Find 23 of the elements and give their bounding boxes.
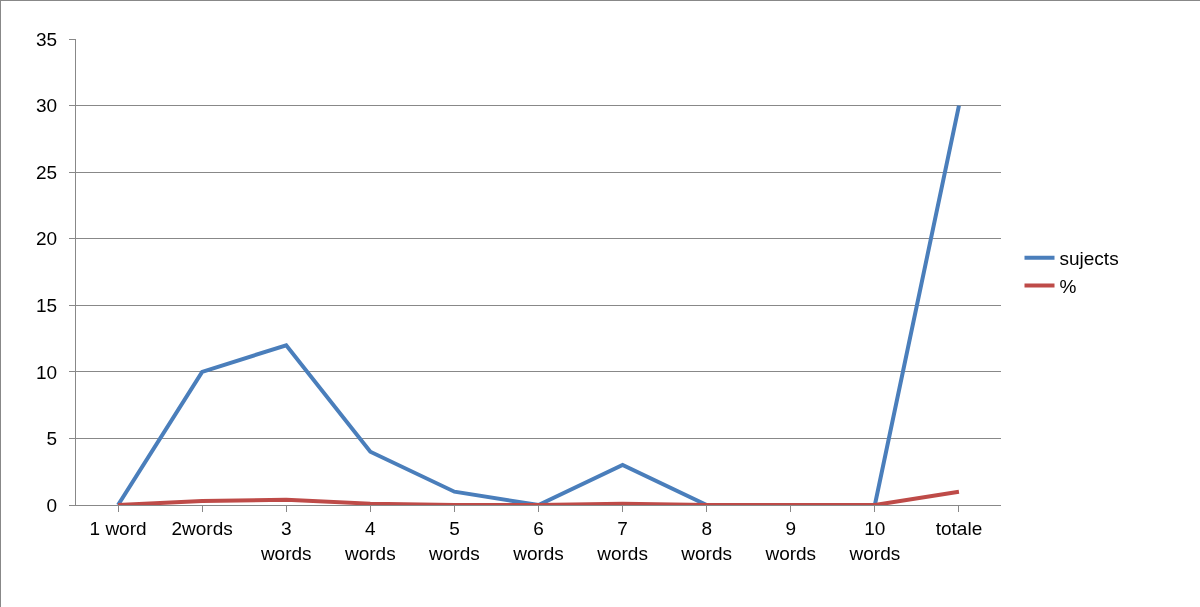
legend-label: %: [1059, 275, 1077, 297]
x-tick-label: 5 words: [428, 517, 480, 564]
y-tick-label: 15: [36, 294, 58, 316]
x-tick-label: 6 words: [512, 517, 564, 564]
y-tick-label: 5: [46, 428, 58, 450]
x-tick-label: 1 word: [89, 517, 147, 539]
y-tick-label: 20: [36, 228, 58, 250]
x-tick-label: 10 words: [848, 517, 901, 564]
x-tick-label: totale: [935, 517, 983, 539]
y-tick-label: 25: [36, 161, 58, 183]
x-tick-label: 8 words: [680, 517, 733, 564]
y-tick-label: 0: [46, 494, 58, 516]
x-tick-label: 2words: [171, 517, 233, 539]
y-tick-label: 30: [36, 95, 58, 117]
x-tick-label: 7 words: [596, 517, 648, 564]
legend-label: sujects: [1059, 248, 1119, 270]
x-tick-label: 3 words: [259, 517, 312, 564]
y-tick-label: 35: [36, 28, 58, 50]
x-tick-label: 4 words: [343, 517, 396, 564]
y-tick-label: 10: [36, 361, 58, 383]
x-tick-label: 9 words: [764, 517, 817, 564]
line-series: [116, 489, 961, 505]
line-series: [116, 103, 961, 505]
